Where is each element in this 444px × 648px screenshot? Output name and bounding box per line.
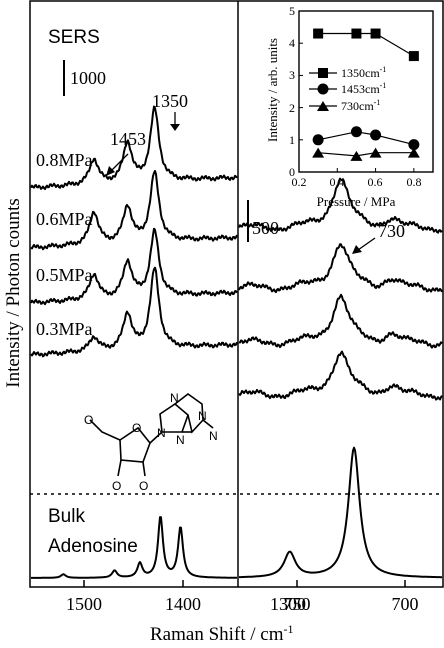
inset-ytick-1: 1 xyxy=(289,133,295,147)
inset-ytick-3: 3 xyxy=(289,68,295,82)
legend-marker-circle xyxy=(317,83,329,95)
series-label-0.6MPa: 0.6MPa xyxy=(36,209,93,229)
plot-frame xyxy=(29,0,444,588)
legend-label-1350-sup: -1 xyxy=(380,65,387,74)
annotation-1350: 1350 xyxy=(152,91,188,111)
atom-n1: N xyxy=(198,409,207,423)
annotation-730: 730 xyxy=(378,221,405,241)
spectrum-right-Bulk-Adenosine xyxy=(239,446,442,579)
inset-point-1350cm-2 xyxy=(370,28,381,39)
legend-label-730-text: 730cm xyxy=(341,99,374,113)
spectrum-left-0.8MPa xyxy=(30,105,238,191)
spectrum-left-0.5MPa xyxy=(30,227,238,306)
atom-nh: N xyxy=(209,429,218,443)
legend-marker-square xyxy=(318,68,328,78)
xtick-1500: 1500 xyxy=(66,594,102,614)
inset-ytick-4: 4 xyxy=(289,36,295,50)
inset-point-1350cm-3 xyxy=(408,51,419,62)
inset-xtick-0.4: 0.4 xyxy=(330,175,345,189)
inset-line-730cm xyxy=(318,152,414,157)
annotation-730-arrow xyxy=(357,237,376,251)
inset-point-1350cm-1 xyxy=(351,28,362,39)
spectrum-right-0.8MPa xyxy=(238,177,443,234)
pressure-inset: Intensity / arb. units Pressure / MPa 0 … xyxy=(265,4,434,209)
legend-label-730-sup: -1 xyxy=(374,98,381,107)
inset-y-title: Intensity / arb. units xyxy=(265,38,280,142)
inset-point-1350cm-0 xyxy=(313,28,324,39)
inset-point-730cm-3 xyxy=(407,147,420,158)
x-axis-title: Raman Shift / cm-1 xyxy=(150,622,294,645)
inset-line-1453cm xyxy=(317,131,415,146)
legend-label-1350: 1350cm-1 xyxy=(341,65,386,80)
xtick-750: 750 xyxy=(284,594,311,614)
inset-point-1453cm-2 xyxy=(370,129,382,141)
adenosine-label: Adenosine xyxy=(48,536,138,557)
series-label-0.3MPa: 0.3MPa xyxy=(36,319,93,339)
inset-ytick-5: 5 xyxy=(289,4,295,18)
y-axis-title: Intensity / Photon counts xyxy=(3,198,24,387)
annotation-1453-arrowhead xyxy=(106,166,115,176)
inset-point-1453cm-1 xyxy=(350,126,362,138)
inset-point-1453cm-0 xyxy=(312,134,324,146)
atom-n9: N xyxy=(157,426,166,440)
atom-o-ring: O xyxy=(132,421,141,435)
legend-label-1453-text: 1453cm xyxy=(341,82,380,96)
adenosine-atom-labels: O O O O N N N N N xyxy=(84,391,218,493)
inset-point-730cm-0 xyxy=(312,147,325,158)
inset-xtick-0.8: 0.8 xyxy=(407,175,422,189)
atom-o: O xyxy=(84,413,93,427)
series-label-0.5MPa: 0.5MPa xyxy=(36,265,93,285)
sers-label: SERS xyxy=(48,27,100,48)
scale-bar-left-label: 1000 xyxy=(70,68,106,88)
inset-xticks: 0.2 0.4 0.6 0.8 xyxy=(292,175,422,189)
legend-label-1453-sup: -1 xyxy=(380,81,387,90)
adenosine-structure-drawing xyxy=(89,393,214,477)
atom-n7: N xyxy=(170,391,179,405)
xtick-700: 700 xyxy=(392,594,419,614)
spectrum-left-Bulk-Adenosine xyxy=(31,516,238,579)
spectrum-left-0.3MPa xyxy=(30,266,238,358)
series-label-0.8MPa: 0.8MPa xyxy=(36,150,93,170)
legend-label-1350-text: 1350cm xyxy=(341,66,380,80)
xtick-1400: 1400 xyxy=(165,594,201,614)
xtick-1300: 1300 xyxy=(270,594,306,614)
x-axis-title-sup: -1 xyxy=(284,622,294,636)
inset-xtick-0.6: 0.6 xyxy=(368,175,383,189)
inset-yticks: 0 1 2 3 4 5 xyxy=(289,4,295,179)
inset-xtick-0.2: 0.2 xyxy=(292,175,307,189)
legend-marker-triangle xyxy=(317,101,329,111)
inset-point-730cm-1 xyxy=(350,150,363,161)
spectra-traces xyxy=(30,105,443,579)
bulk-label: Bulk xyxy=(48,506,85,527)
annotation-730-arrowhead xyxy=(352,245,362,254)
inset-ytick-2: 2 xyxy=(289,101,295,115)
annotation-1453: 1453 xyxy=(110,129,146,149)
annotation-1350-arrowhead xyxy=(170,124,180,131)
annotation-1453-arrow xyxy=(109,153,129,173)
legend-label-1453: 1453cm-1 xyxy=(341,81,386,96)
inset-series xyxy=(298,10,420,173)
inset-point-1453cm-3 xyxy=(408,139,420,151)
atom-o3: O xyxy=(112,479,121,493)
inset-point-730cm-2 xyxy=(369,147,382,158)
atom-o2: O xyxy=(139,479,148,493)
spectrum-left-0.6MPa xyxy=(30,169,238,251)
x-ticks xyxy=(83,580,406,587)
x-axis-title-text: Raman Shift / cm xyxy=(150,624,284,645)
spectrum-right-0.3MPa xyxy=(238,350,443,401)
spectrum-right-0.5MPa xyxy=(238,293,443,349)
legend-label-730: 730cm-1 xyxy=(341,98,380,113)
inset-legend: 1350cm-1 1453cm-1 730cm-1 xyxy=(309,65,386,113)
inset-x-title: Pressure / MPa xyxy=(317,194,396,209)
atom-n3: N xyxy=(176,433,185,447)
spectrum-right-0.6MPa xyxy=(238,243,443,294)
inset-line-1350cm xyxy=(318,32,415,57)
inset-ytick-0: 0 xyxy=(289,165,295,179)
